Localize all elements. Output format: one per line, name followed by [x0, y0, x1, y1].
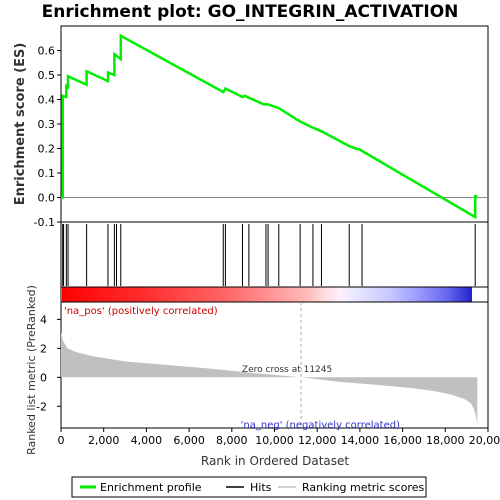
xtick-label: 12,000 [298, 434, 337, 447]
es-ytick-label: -0.1 [34, 216, 55, 229]
xtick-label: 20,000 [469, 434, 500, 447]
legend-enrichment-label: Enrichment profile [100, 481, 202, 494]
chart-title: Enrichment plot: GO_INTEGRIN_ACTIVATION [42, 2, 459, 22]
xtick-label: 2,000 [88, 434, 120, 447]
rank-ytick-label: 0 [40, 371, 47, 384]
xtick-label: 8,000 [216, 434, 248, 447]
es-ytick-label: 0.0 [38, 192, 56, 205]
ranking-axis-label: Ranked list metric (PreRanked) [25, 285, 38, 455]
xtick-label: 0 [58, 434, 65, 447]
legend-hits-label: Hits [250, 481, 272, 494]
legend-box [71, 476, 427, 498]
xtick-label: 4,000 [131, 434, 163, 447]
rank-ytick-label: -2 [36, 400, 47, 413]
x-axis-label: Rank in Ordered Dataset [201, 454, 349, 468]
xtick-label: 18,000 [426, 434, 465, 447]
es-ytick-label: 0.1 [38, 167, 56, 180]
enrichment-profile-line [61, 33, 478, 220]
xtick-label: 10,000 [255, 434, 294, 447]
es-ytick-label: 0.4 [38, 94, 56, 107]
es-ytick-label: 0.2 [38, 143, 56, 156]
hits-panel [60, 221, 489, 303]
ranking-heatmap-bar [62, 287, 472, 302]
xtick-label: 16,000 [383, 434, 422, 447]
ranking-panel: -2 0 2 4 'na_pos' (positively correlated) Z… [25, 285, 489, 455]
rank-ytick-label: 4 [40, 313, 47, 326]
zero-cross-label: Zero cross at 11245 [242, 365, 332, 375]
xtick-label: 6,000 [173, 434, 205, 447]
pos-correlated-label: 'na_pos' (positively correlated) [64, 306, 218, 317]
hits-area [60, 221, 489, 288]
neg-correlated-label: 'na_neg' (negatively correlated) [241, 420, 400, 431]
es-ytick-label: 0.3 [38, 118, 56, 131]
ranking-metric-area [61, 332, 478, 426]
es-panel: -0.1 0.0 0.1 0.2 0.3 0.4 0.5 0.6 Enrichment sco… [13, 25, 489, 229]
rank-ytick-label: 2 [40, 342, 47, 355]
legend: Enrichment profile Hits Ranking metric s… [71, 476, 427, 498]
es-plot-area [60, 25, 489, 223]
es-axis-label: Enrichment score (ES) [13, 43, 28, 206]
legend-ranking-label: Ranking metric scores [302, 481, 424, 494]
es-ytick-label: 0.5 [38, 69, 56, 82]
xtick-label: 14,000 [341, 434, 380, 447]
es-ytick-label: 0.6 [38, 45, 56, 58]
